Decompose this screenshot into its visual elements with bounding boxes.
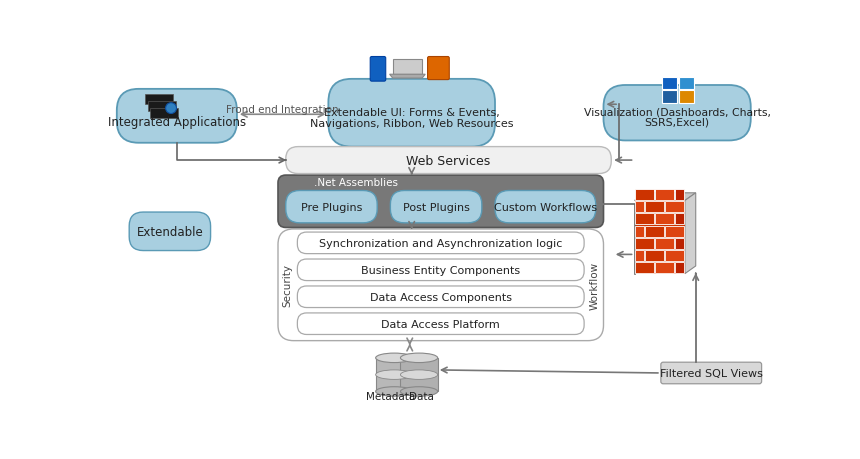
- Ellipse shape: [401, 387, 438, 396]
- Bar: [635, 201, 685, 274]
- FancyBboxPatch shape: [145, 95, 174, 105]
- Text: Metadata: Metadata: [366, 391, 415, 401]
- Text: Data Access Components: Data Access Components: [370, 292, 512, 302]
- Text: Extendable: Extendable: [137, 225, 203, 238]
- Polygon shape: [635, 193, 696, 201]
- Polygon shape: [390, 75, 425, 79]
- Bar: [645, 226, 664, 237]
- Bar: [635, 263, 654, 274]
- FancyBboxPatch shape: [298, 233, 584, 254]
- FancyBboxPatch shape: [427, 57, 449, 80]
- Polygon shape: [685, 193, 696, 274]
- Text: Data Access Platform: Data Access Platform: [381, 319, 501, 329]
- Polygon shape: [393, 60, 422, 75]
- FancyBboxPatch shape: [298, 313, 584, 335]
- FancyBboxPatch shape: [286, 147, 611, 174]
- Bar: [635, 238, 654, 249]
- Bar: [645, 251, 664, 262]
- Text: Workflow: Workflow: [589, 261, 599, 309]
- Text: Filtered SQL Views: Filtered SQL Views: [660, 368, 763, 378]
- FancyBboxPatch shape: [660, 363, 762, 384]
- Bar: [376, 358, 413, 392]
- Ellipse shape: [376, 387, 413, 396]
- Bar: [655, 263, 674, 274]
- Bar: [679, 91, 694, 103]
- Text: Custom Workflows: Custom Workflows: [494, 202, 597, 212]
- Bar: [635, 202, 644, 213]
- Ellipse shape: [401, 353, 438, 363]
- Text: Post Plugins: Post Plugins: [402, 202, 470, 212]
- Bar: [675, 238, 685, 249]
- FancyBboxPatch shape: [604, 86, 751, 141]
- Bar: [635, 214, 654, 225]
- Bar: [675, 263, 685, 274]
- Bar: [645, 202, 664, 213]
- FancyBboxPatch shape: [129, 213, 211, 251]
- Circle shape: [166, 103, 176, 114]
- Text: Web Services: Web Services: [407, 154, 490, 167]
- Ellipse shape: [376, 353, 413, 363]
- Bar: [635, 251, 644, 262]
- FancyBboxPatch shape: [298, 286, 584, 308]
- Text: Frond end Integration: Frond end Integration: [226, 105, 339, 115]
- Bar: [661, 78, 677, 90]
- Bar: [401, 358, 438, 392]
- Bar: [665, 251, 685, 262]
- Bar: [655, 190, 674, 201]
- Text: Visualization (Dashboards, Charts,: Visualization (Dashboards, Charts,: [584, 107, 771, 117]
- Text: Pre Plugins: Pre Plugins: [301, 202, 362, 212]
- Text: Extendable UI: Forms & Events,: Extendable UI: Forms & Events,: [324, 108, 500, 118]
- Text: Navigations, Ribbon, Web Resources: Navigations, Ribbon, Web Resources: [310, 118, 513, 129]
- FancyBboxPatch shape: [148, 102, 175, 112]
- FancyBboxPatch shape: [278, 230, 604, 341]
- Text: Integrated Applications: Integrated Applications: [108, 115, 246, 129]
- Bar: [661, 91, 677, 103]
- FancyBboxPatch shape: [298, 259, 584, 281]
- Bar: [675, 214, 685, 225]
- Bar: [635, 226, 644, 237]
- Text: Synchronization and Asynchronization logic: Synchronization and Asynchronization log…: [319, 238, 562, 248]
- FancyBboxPatch shape: [390, 191, 482, 224]
- Text: Security: Security: [282, 264, 292, 307]
- Text: SSRS,Excel): SSRS,Excel): [644, 118, 710, 128]
- FancyBboxPatch shape: [286, 191, 378, 224]
- FancyBboxPatch shape: [117, 90, 236, 143]
- FancyBboxPatch shape: [278, 176, 604, 228]
- Ellipse shape: [401, 370, 438, 380]
- Bar: [675, 190, 685, 201]
- Bar: [635, 190, 654, 201]
- FancyBboxPatch shape: [150, 109, 178, 119]
- Text: Business Entity Components: Business Entity Components: [361, 265, 520, 275]
- Text: .Net Assemblies: .Net Assemblies: [314, 178, 397, 188]
- Bar: [665, 226, 685, 237]
- FancyBboxPatch shape: [495, 191, 596, 224]
- Bar: [665, 202, 685, 213]
- Ellipse shape: [376, 370, 413, 380]
- Text: Data: Data: [409, 391, 433, 401]
- Bar: [679, 78, 694, 90]
- Bar: [655, 238, 674, 249]
- FancyBboxPatch shape: [329, 80, 495, 147]
- FancyBboxPatch shape: [370, 57, 386, 82]
- Bar: [655, 214, 674, 225]
